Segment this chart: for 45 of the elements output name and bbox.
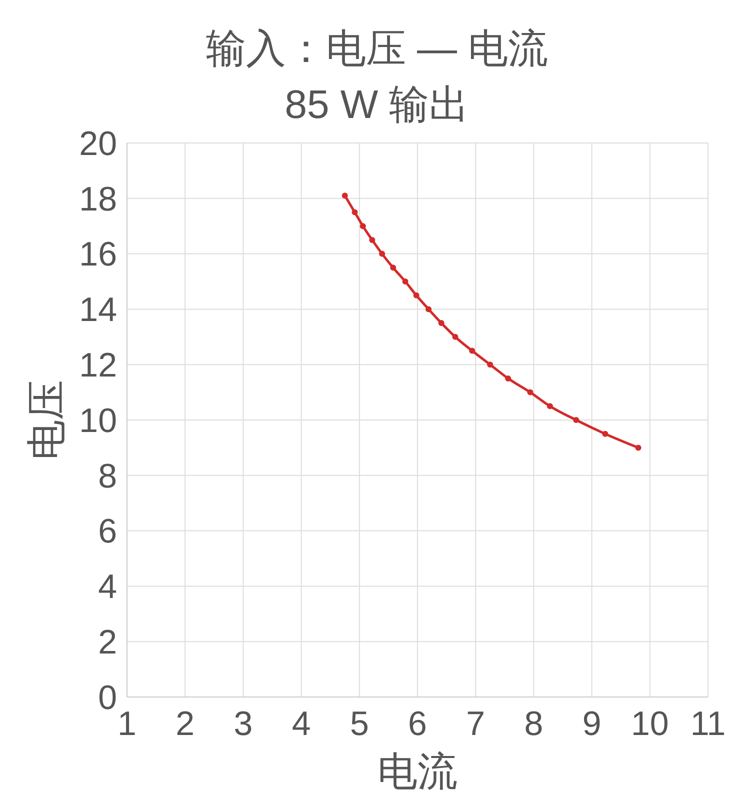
x-tick-label: 4	[292, 705, 311, 743]
y-tick-label: 4	[98, 568, 117, 606]
point	[352, 209, 358, 216]
x-tick-label: 3	[234, 705, 253, 743]
y-tick-label: 16	[79, 236, 117, 274]
x-tick-label: 7	[466, 705, 486, 743]
point	[527, 389, 534, 396]
y-tick-label: 18	[79, 180, 117, 218]
point	[573, 417, 580, 423]
x-tick-label: 1	[118, 705, 136, 743]
point	[452, 334, 458, 340]
chart-title: 输入：电压 — 电流	[206, 27, 548, 71]
point	[402, 278, 408, 284]
point	[342, 192, 348, 199]
y-tick-label: 8	[98, 457, 117, 496]
point	[379, 250, 386, 257]
x-tick-label: 5	[350, 705, 369, 743]
point	[602, 430, 608, 437]
point	[469, 348, 476, 354]
y-axis-title: 电压	[25, 380, 69, 460]
y-tick-label: 12	[79, 346, 117, 384]
point	[438, 320, 444, 326]
x-tick-label: 11	[690, 705, 726, 743]
point	[360, 223, 366, 230]
x-tick-label: 10	[630, 705, 669, 743]
chart-subtitle: 85 W 输出	[284, 83, 470, 127]
y-tick-label: 10	[79, 402, 117, 440]
point	[546, 403, 553, 410]
point	[369, 236, 376, 243]
x-axis-title: 电流	[378, 750, 458, 794]
y-tick-label: 0	[98, 678, 117, 717]
y-tick-label: 6	[98, 512, 117, 551]
point	[505, 375, 512, 382]
y-tick-label: 14	[79, 291, 117, 330]
point	[413, 292, 420, 298]
y-tick-label: 20	[79, 124, 117, 163]
x-tick-label: 2	[176, 705, 195, 743]
point	[426, 306, 432, 312]
x-tick-label: 6	[408, 705, 427, 743]
x-tick-label: 8	[524, 705, 544, 743]
y-tick-label: 2	[98, 624, 117, 662]
point	[390, 264, 396, 271]
x-tick-label: 9	[582, 705, 602, 743]
point	[635, 444, 642, 451]
point	[487, 362, 494, 368]
